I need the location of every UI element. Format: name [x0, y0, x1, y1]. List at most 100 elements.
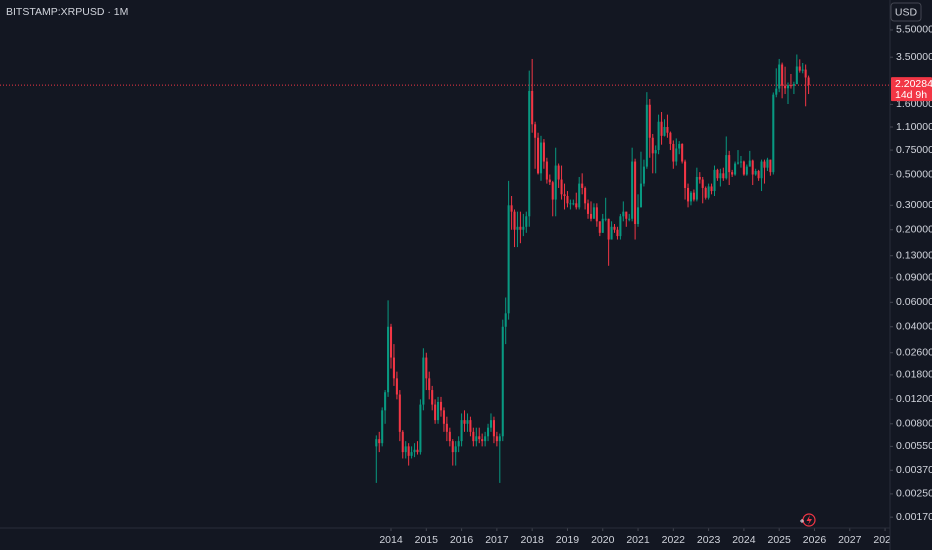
- candle-body: [666, 126, 669, 133]
- x-tick-label: 2024: [732, 534, 756, 546]
- candle-body: [566, 196, 569, 204]
- candle-body: [687, 187, 690, 202]
- candle-body: [572, 203, 575, 205]
- candle-body: [551, 182, 554, 200]
- candle-body: [557, 165, 560, 180]
- candle-body: [472, 431, 475, 442]
- candle-body: [545, 161, 548, 180]
- candle-body: [387, 326, 390, 393]
- candle-body: [710, 186, 713, 192]
- x-tick-label: 2014: [379, 534, 403, 546]
- candle-body: [584, 187, 587, 204]
- candle-body: [460, 420, 463, 442]
- y-tick-label: 0.00800: [896, 418, 932, 430]
- y-tick-label: 0.06000: [896, 296, 932, 308]
- x-tick-label: 2018: [520, 534, 544, 546]
- candle-body: [636, 207, 640, 224]
- candle-body: [736, 162, 740, 164]
- candle-body: [534, 124, 537, 138]
- candle-body: [575, 203, 578, 208]
- candle-body: [742, 161, 745, 175]
- candle-body: [772, 94, 775, 173]
- candle-body: [634, 161, 637, 224]
- currency-button[interactable]: [890, 2, 922, 22]
- candle-body: [410, 452, 413, 456]
- candle-body: [578, 183, 581, 208]
- candle-body: [487, 427, 490, 437]
- candle-body: [442, 410, 445, 424]
- candle-body: [692, 192, 695, 200]
- candle-body: [378, 439, 381, 444]
- candle-body: [445, 423, 448, 432]
- candle-body: [619, 216, 622, 237]
- candle-body: [595, 207, 598, 222]
- candle-body: [498, 436, 501, 442]
- candle-body: [495, 436, 498, 442]
- candle-body: [554, 165, 557, 200]
- candle-body: [531, 90, 534, 125]
- candle-body: [789, 85, 792, 87]
- candle-body: [601, 218, 604, 233]
- candle-body: [801, 69, 804, 71]
- alert-icon-ring[interactable]: [802, 513, 816, 527]
- x-tick-label: 2025: [768, 534, 792, 546]
- y-tick-label: 0.30000: [896, 199, 932, 211]
- candle-body: [392, 357, 395, 379]
- candle-body: [786, 85, 790, 89]
- y-tick-label: 1.10000: [896, 121, 932, 133]
- candle-body: [478, 436, 481, 440]
- countdown-label: 14d 9h: [895, 89, 927, 101]
- x-tick-label: 2021: [626, 534, 650, 546]
- candle-body: [537, 137, 540, 174]
- candle-body: [695, 176, 698, 200]
- candle-body: [419, 404, 422, 453]
- candle-body: [586, 203, 590, 214]
- candle-body: [569, 203, 572, 205]
- plot-area: [0, 54, 890, 483]
- x-tick-label: 2019: [556, 534, 580, 546]
- price-axis: USD 5.50000 3.50000 1.60000 1.10000 0.75000 0…: [889, 0, 932, 550]
- candle-body: [681, 143, 684, 162]
- candle-body: [492, 420, 495, 437]
- candle-body: [598, 221, 601, 233]
- candle-body: [754, 170, 757, 175]
- x-tick-label: 2023: [697, 534, 721, 546]
- candle-body: [731, 172, 734, 175]
- candle-body: [592, 207, 595, 219]
- candle-body: [672, 143, 675, 162]
- candle-body: [719, 173, 722, 179]
- last-price-label: 2.20284: [895, 78, 932, 90]
- candle-body: [722, 173, 725, 179]
- candle-body: [431, 390, 434, 405]
- candle-body: [748, 160, 751, 167]
- candle-body: [775, 88, 778, 95]
- candle-body: [522, 226, 525, 230]
- y-tick-label: 0.04000: [896, 321, 932, 333]
- candle-body: [713, 169, 716, 192]
- candle-body: [413, 449, 416, 453]
- x-tick-label: 2027: [838, 534, 862, 546]
- candle-body: [475, 436, 478, 442]
- alert-icon[interactable]: [800, 513, 816, 527]
- candle-body: [484, 436, 487, 442]
- candle-body: [607, 218, 610, 240]
- candle-body: [657, 121, 660, 151]
- y-tick-label: 0.13000: [896, 249, 932, 261]
- candle-body: [563, 194, 566, 197]
- symbol-title: BITSTAMP:XRPUSD · 1M: [6, 6, 128, 18]
- candle-body: [434, 404, 437, 421]
- y-tick-label: 0.00370: [896, 464, 932, 476]
- candle-body: [454, 446, 457, 453]
- candle-body: [798, 66, 801, 71]
- candle-body: [648, 104, 651, 138]
- alert-icon-plus[interactable]: [800, 519, 804, 523]
- currency-label[interactable]: USD: [895, 6, 918, 18]
- alert-icon-bolt[interactable]: [806, 515, 813, 525]
- x-tick-label: 2022: [662, 534, 686, 546]
- candle-body: [628, 218, 631, 220]
- candle-body: [437, 401, 440, 421]
- candle-body: [613, 226, 616, 230]
- y-tick-label: 0.20000: [896, 224, 932, 236]
